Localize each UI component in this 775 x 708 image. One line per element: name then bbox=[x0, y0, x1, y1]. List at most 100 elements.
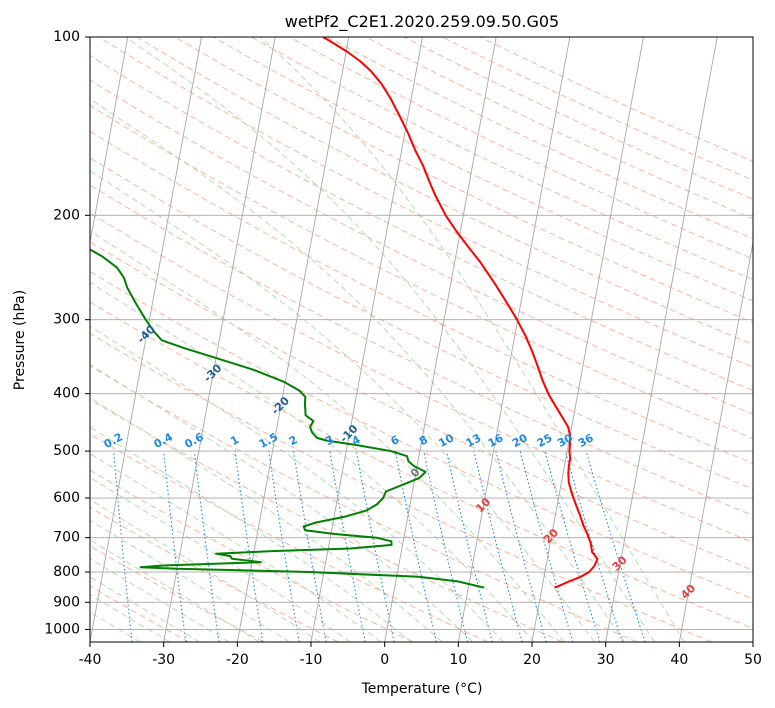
dry-adiabat-line bbox=[212, 37, 753, 302]
dry-adiabat-line bbox=[90, 55, 753, 392]
isotherm-line bbox=[678, 239, 753, 642]
isotherm-line bbox=[752, 639, 753, 642]
moist-adiabat-line bbox=[125, 37, 655, 642]
dry-adiabat-line bbox=[441, 37, 753, 181]
mixing-ratio-line bbox=[495, 450, 547, 642]
dry-adiabat-line bbox=[90, 301, 753, 630]
moist-adiabat-line bbox=[90, 453, 382, 642]
moist-adiabat-line bbox=[90, 170, 595, 642]
profile-series bbox=[90, 37, 599, 589]
y-tick-label: 500 bbox=[53, 443, 80, 459]
isotherm-line bbox=[163, 37, 276, 642]
mixing-ratio-label: 10 bbox=[436, 431, 456, 450]
mixing-ratio-line bbox=[268, 451, 300, 642]
dry-adiabat-line bbox=[90, 545, 264, 642]
mixing-ratio-label: 3 bbox=[323, 433, 336, 448]
mixing-ratio-label: 2 bbox=[287, 433, 300, 448]
moist-adiabat-line bbox=[90, 230, 565, 642]
mixing-ratio-line bbox=[193, 451, 220, 642]
x-tick-label: 40 bbox=[670, 652, 688, 668]
x-tick-label: -30 bbox=[152, 652, 175, 668]
dry-adiabat-line bbox=[136, 37, 753, 346]
isotherm-line bbox=[531, 37, 644, 642]
dry-adiabat-line bbox=[403, 37, 753, 200]
moist-adiabat-line bbox=[90, 558, 230, 642]
moist-adiabat-line bbox=[90, 98, 625, 642]
dry-adiabat-line bbox=[90, 79, 753, 415]
x-axis-title: Temperature (°C) bbox=[361, 681, 483, 697]
mixing-ratio-label: 25 bbox=[535, 431, 555, 450]
y-tick-label: 300 bbox=[53, 312, 80, 328]
mixing-ratio-line bbox=[585, 450, 646, 642]
mixing-ratio-line bbox=[234, 451, 264, 642]
dry-adiabat-line bbox=[90, 104, 753, 440]
dewpoint-line bbox=[90, 248, 485, 589]
mixing-ratio-label: 36 bbox=[576, 431, 596, 450]
isotherm-line bbox=[90, 37, 129, 245]
moist-adiabat-line bbox=[90, 476, 351, 642]
x-tick-label: 10 bbox=[449, 652, 467, 668]
mixing-ratio-line bbox=[329, 451, 366, 642]
isotherms bbox=[90, 37, 753, 642]
y-tick-label: 400 bbox=[53, 386, 80, 402]
pressure-gridlines bbox=[90, 37, 753, 630]
y-tick-label: 1000 bbox=[44, 621, 80, 637]
y-axis-title: Pressure (hPa) bbox=[12, 290, 28, 390]
chart-title: wetPf2_C2E1.2020.259.09.50.G05 bbox=[285, 12, 559, 32]
mixing-ratio-label: 1.5 bbox=[257, 430, 280, 451]
moist-adiabat-line bbox=[259, 37, 685, 642]
mixing-ratio-line bbox=[163, 451, 187, 642]
dry-adiabat-line bbox=[98, 37, 753, 368]
dry-adiabat-line bbox=[90, 398, 563, 642]
mixing-ratio-line bbox=[544, 450, 601, 642]
y-tick-label: 100 bbox=[53, 29, 80, 45]
mixing-ratio-line bbox=[113, 451, 133, 642]
moist-adiabat-line bbox=[90, 426, 412, 642]
dry-adiabat-line bbox=[479, 37, 753, 162]
moist-adiabat-line bbox=[90, 325, 504, 642]
mixing-ratio-line bbox=[394, 450, 437, 642]
dry-adiabat-line bbox=[90, 433, 488, 642]
dry-adiabat-line bbox=[90, 157, 753, 490]
x-tick-label: -40 bbox=[79, 652, 102, 668]
dry-adiabat-line bbox=[90, 270, 753, 600]
dry-adiabat-line bbox=[90, 365, 638, 642]
mixing-ratio-label: 0.2 bbox=[102, 430, 125, 451]
mixing-ratio-line bbox=[423, 450, 469, 642]
dry-adiabat-line bbox=[90, 506, 339, 642]
isotherm-label: 30 bbox=[610, 553, 630, 573]
isotherm-line bbox=[457, 37, 571, 642]
mixing-ratio-label: 20 bbox=[510, 431, 530, 450]
isotherm-label: -40 bbox=[135, 322, 158, 345]
y-tick-label: 900 bbox=[53, 594, 80, 610]
x-tick-label: 50 bbox=[744, 652, 762, 668]
dry-adiabat-line bbox=[90, 130, 753, 465]
x-tick-label: -20 bbox=[226, 652, 249, 668]
dry-adiabat-line bbox=[365, 37, 753, 220]
isotherm-label: -60 bbox=[5, 225, 28, 248]
moist-adiabat-line bbox=[90, 576, 200, 642]
isotherm-line bbox=[605, 37, 718, 642]
y-tick-label: 600 bbox=[53, 490, 80, 506]
mixing-ratio-label: 16 bbox=[486, 431, 506, 450]
x-tick-label: 20 bbox=[523, 652, 541, 668]
isotherm-line bbox=[90, 37, 202, 642]
dry-adiabats bbox=[90, 37, 753, 642]
mixing-ratio-line bbox=[473, 450, 523, 642]
mixing-ratio-label: 13 bbox=[464, 431, 484, 450]
y-axis: 100 200 300 400 500 600 700 800 900 1000 bbox=[44, 29, 90, 637]
mixing-ratio-line bbox=[564, 450, 623, 642]
x-tick-label: 30 bbox=[597, 652, 615, 668]
isotherm-line bbox=[384, 37, 497, 642]
mixing-ratio-line bbox=[445, 450, 493, 642]
moist-adiabat-line bbox=[90, 594, 170, 642]
isotherm-line bbox=[310, 37, 423, 642]
y-tick-label: 700 bbox=[53, 530, 80, 546]
mixing-ratio-label: 30 bbox=[555, 431, 575, 450]
moist-adiabats bbox=[90, 37, 685, 642]
isotherm-line bbox=[236, 37, 350, 642]
x-tick-label: 0 bbox=[380, 652, 389, 668]
y-tick-label: 200 bbox=[53, 207, 80, 223]
isotherm-label: 20 bbox=[541, 526, 561, 546]
